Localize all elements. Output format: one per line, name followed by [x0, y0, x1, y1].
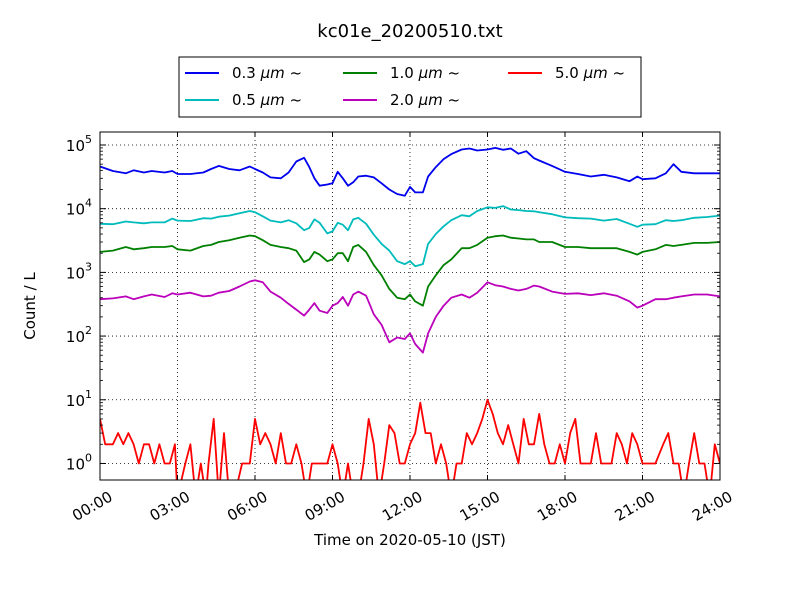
y-tick-label: 105 — [66, 133, 92, 155]
grid — [100, 132, 720, 480]
series-line-2 — [100, 205, 720, 268]
chart-title: kc01e_20200510.txt — [317, 21, 502, 42]
legend-size: 5.0 — [555, 64, 584, 82]
legend-label-4: 2.0 μm ~ — [390, 91, 460, 109]
x-tick-label: 18:00 — [534, 488, 580, 525]
y-tick-exponent: 4 — [85, 197, 92, 210]
legend-label-1: 0.3 μm ~ — [232, 64, 302, 82]
x-tick-labels: 00:00 03:00 06:00 09:00 12:00 15:00 18:00 21:00… — [69, 488, 735, 525]
legend-size: 2.0 — [390, 91, 419, 109]
y-tick-label: 100 — [66, 451, 92, 473]
x-tick-label: 03:00 — [147, 488, 193, 525]
x-axis-label: Time on 2020-05-10 (JST) — [313, 531, 506, 549]
y-tick-base: 10 — [66, 392, 85, 410]
series-line-4 — [100, 279, 720, 354]
y-tick-exponent: 5 — [85, 133, 92, 146]
x-tick-label: 24:00 — [689, 488, 735, 525]
legend-unit: μm — [418, 64, 443, 82]
series-line-3 — [100, 234, 720, 307]
y-tick-exponent: 2 — [85, 324, 92, 337]
y-tick-base: 10 — [66, 201, 85, 219]
legend-unit: μm — [583, 64, 608, 82]
legend-size: 0.3 — [232, 64, 261, 82]
legend-unit: μm — [418, 91, 443, 109]
legend-suffix: ~ — [285, 64, 302, 82]
y-tick-label: 102 — [66, 324, 92, 346]
series-layer — [100, 147, 720, 480]
y-tick-label: 103 — [66, 260, 92, 282]
y-tick-label: 104 — [66, 197, 92, 219]
y-tick-label: 101 — [66, 388, 92, 410]
series-line-5 — [100, 398, 720, 480]
x-tick-label: 06:00 — [224, 488, 270, 525]
y-tick-base: 10 — [66, 137, 85, 155]
legend-box — [178, 56, 642, 118]
legend-label-5: 5.0 μm ~ — [555, 64, 625, 82]
x-tick-label: 09:00 — [302, 488, 348, 525]
ticks — [99, 132, 721, 480]
y-tick-exponent: 0 — [85, 451, 92, 464]
x-tick-label: 00:00 — [69, 488, 115, 525]
y-tick-base: 10 — [66, 328, 85, 346]
x-tick-label: 12:00 — [379, 488, 425, 525]
legend-suffix: ~ — [608, 64, 625, 82]
legend-suffix: ~ — [443, 64, 460, 82]
series-line-1 — [100, 147, 720, 197]
legend-label-2: 0.5 μm ~ — [232, 91, 302, 109]
legend-suffix: ~ — [443, 91, 460, 109]
legend-label-3: 1.0 μm ~ — [390, 64, 460, 82]
legend-unit: μm — [260, 91, 285, 109]
legend-size: 0.5 — [232, 91, 261, 109]
y-tick-base: 10 — [66, 264, 85, 282]
y-tick-base: 10 — [66, 455, 85, 473]
y-tick-exponent: 1 — [85, 388, 92, 401]
y-axis-label: Count / L — [21, 272, 39, 340]
legend-unit: μm — [260, 64, 285, 82]
x-tick-label: 15:00 — [457, 488, 503, 525]
y-tick-exponent: 3 — [85, 260, 92, 273]
legend-size: 1.0 — [390, 64, 419, 82]
x-tick-label: 21:00 — [612, 488, 658, 525]
legend-suffix: ~ — [285, 91, 302, 109]
legend: 0.3 μm ~0.5 μm ~1.0 μm ~2.0 μm ~5.0 μm ~ — [178, 56, 642, 118]
